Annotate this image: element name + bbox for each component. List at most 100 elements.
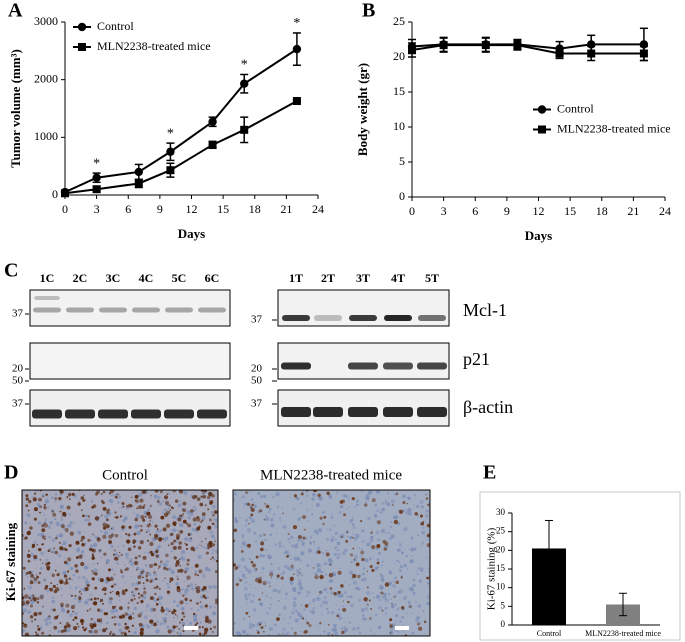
stain-dot	[58, 533, 64, 538]
stain-dot	[39, 572, 42, 575]
stain-dot	[65, 578, 68, 581]
stain-dot	[135, 499, 139, 504]
stain-dot	[247, 593, 251, 597]
stain-dot	[204, 504, 207, 507]
stain-dot	[118, 628, 123, 633]
marker	[92, 185, 101, 194]
stain-dot	[213, 625, 217, 629]
stain-dot	[119, 615, 123, 619]
stain-dot	[164, 536, 169, 540]
stain-dot	[177, 545, 182, 550]
stain-dot	[28, 499, 32, 504]
stain-dot	[89, 608, 92, 611]
stain-dot	[263, 630, 265, 633]
stain-dot	[133, 560, 139, 566]
stain-dot	[296, 573, 300, 577]
stain-dot	[104, 514, 109, 519]
stain-dot	[90, 617, 94, 621]
stain-dot	[412, 591, 416, 595]
stain-dot	[53, 547, 56, 550]
stain-dot	[268, 507, 272, 511]
stain-dot	[63, 581, 67, 585]
stain-dot	[201, 519, 204, 522]
stain-dot	[293, 544, 299, 549]
stain-dot	[413, 503, 415, 506]
stain-dot	[91, 577, 95, 581]
stain-dot	[24, 536, 28, 540]
stain-dot	[36, 597, 40, 601]
stain-dot	[410, 588, 414, 592]
stain-dot	[276, 532, 279, 535]
stain-dot	[185, 547, 189, 551]
stain-dot	[407, 548, 410, 550]
stain-dot	[49, 587, 52, 590]
stain-dot	[69, 586, 72, 589]
stain-dot	[308, 623, 312, 628]
stain-dot	[347, 600, 350, 604]
stain-dot	[24, 623, 27, 627]
stain-dot	[261, 567, 265, 570]
stain-dot	[110, 527, 113, 530]
stain-dot	[427, 503, 430, 507]
stain-dot	[265, 504, 270, 509]
stain-dot	[143, 585, 145, 587]
stain-dot	[182, 519, 187, 524]
stain-dot	[243, 618, 246, 621]
stain-dot	[312, 540, 316, 544]
stain-dot	[205, 551, 209, 555]
stain-dot	[345, 494, 349, 499]
stain-dot	[349, 553, 354, 557]
stain-dot	[87, 515, 90, 518]
stain-dot	[52, 608, 56, 612]
stain-dot	[58, 541, 61, 544]
stain-dot	[104, 592, 107, 596]
stain-dot	[183, 580, 186, 583]
stain-dot	[326, 491, 330, 495]
stain-dot	[402, 596, 407, 600]
stain-dot	[376, 561, 380, 565]
stain-dot	[27, 509, 30, 512]
stain-dot	[245, 567, 249, 572]
stain-dot	[357, 574, 361, 579]
stain-dot	[327, 632, 331, 636]
stain-dot	[137, 575, 142, 580]
stain-dot	[201, 504, 203, 506]
stain-dot	[192, 612, 196, 616]
stain-dot	[133, 545, 136, 548]
stain-dot	[43, 506, 47, 510]
stain-dot	[282, 632, 284, 635]
stain-dot	[351, 496, 355, 501]
y-tick-label: 0	[501, 619, 506, 629]
stain-dot	[321, 570, 324, 573]
stain-dot	[374, 633, 376, 635]
band	[348, 362, 378, 370]
stain-dot	[108, 540, 112, 544]
stain-dot	[67, 492, 72, 497]
stain-dot	[131, 591, 133, 594]
stain-dot	[374, 503, 378, 507]
stain-dot	[248, 523, 250, 525]
stain-dot	[179, 523, 183, 527]
stain-dot	[92, 623, 97, 628]
stain-dot	[26, 530, 31, 536]
stain-dot	[381, 507, 385, 512]
stain-dot	[164, 577, 166, 580]
stain-dot	[317, 550, 321, 554]
stain-dot	[199, 601, 202, 604]
stain-dot	[393, 595, 396, 598]
stain-dot	[136, 507, 139, 510]
stain-dot	[64, 491, 67, 494]
stain-dot	[343, 513, 347, 517]
stain-dot	[268, 607, 271, 609]
stain-dot	[365, 496, 370, 501]
stain-dot	[275, 491, 280, 497]
stain-dot	[77, 530, 82, 535]
x-axis-title: Days	[525, 228, 552, 243]
stain-dot	[162, 579, 165, 582]
stain-dot	[146, 623, 148, 626]
stain-dot	[33, 492, 37, 495]
stain-dot	[68, 524, 72, 528]
stain-dot	[162, 499, 165, 502]
stain-dot	[118, 599, 121, 601]
stain-dot	[118, 494, 121, 496]
